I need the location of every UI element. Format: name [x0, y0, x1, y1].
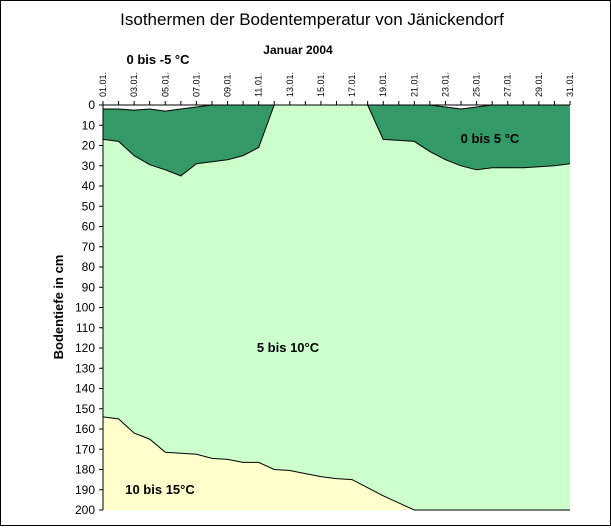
x-tick-label: 13.01.	[285, 72, 295, 97]
y-tick-label: 130	[75, 361, 95, 375]
y-tick-label: 30	[82, 159, 96, 173]
zone-areas	[102, 104, 571, 511]
x-tick-label: 09.01.	[223, 72, 233, 97]
y-tick-label: 190	[75, 483, 95, 497]
chart-title: Isothermen der Bodentemperatur von Jänic…	[120, 10, 504, 29]
x-axis-ticks: 01.01. 03.01. 05.01. 07.01. 09.01. 11.01. 13.0…	[98, 72, 575, 105]
y-tick-label: 100	[75, 301, 95, 315]
y-tick-label: 50	[82, 199, 96, 213]
x-tick-label: 27.01.	[503, 72, 513, 97]
x-tick-label: 29.01.	[534, 72, 544, 97]
x-tick-label: 05.01.	[160, 72, 170, 97]
zone-label: 5 bis 10°C	[257, 340, 320, 355]
zone-labels: 0 bis -5 °C 0 bis 5 °C 5 bis 10°C 10 bis 15…	[125, 52, 520, 497]
y-tick-label: 80	[82, 260, 96, 274]
y-axis-ticks: 0 10 20 30 40 50 60 70 80 90 100 110 120 130 140 150 160…	[75, 98, 103, 517]
x-tick-label: 31.01.	[565, 72, 575, 97]
x-tick-label: 23.01.	[441, 72, 451, 97]
y-tick-label: 10	[82, 118, 96, 132]
y-tick-label: 20	[82, 139, 96, 153]
x-tick-label: 07.01.	[191, 72, 201, 97]
x-tick-label: 11.01.	[254, 73, 264, 97]
zone-area-1	[103, 105, 570, 176]
y-tick-label: 40	[82, 179, 96, 193]
y-tick-label: 90	[82, 280, 96, 294]
isotherm-line-isotherm_10c	[102, 416, 570, 511]
y-tick-label: 70	[82, 240, 96, 254]
zone-area-2	[103, 105, 570, 510]
zone-label: 0 bis 5 °C	[461, 131, 520, 146]
zone-label: 10 bis 15°C	[125, 482, 195, 497]
y-tick-label: 200	[75, 503, 95, 517]
x-tick-label: 01.01.	[98, 72, 108, 97]
y-tick-label: 150	[75, 402, 95, 416]
y-tick-label: 170	[75, 442, 95, 456]
x-tick-label: 15.01.	[316, 72, 326, 97]
chart-subtitle: Januar 2004	[263, 43, 333, 57]
y-tick-label: 110	[76, 321, 95, 335]
x-tick-label: 03.01.	[129, 72, 139, 97]
y-tick-label: 60	[82, 220, 96, 234]
y-tick-label: 140	[75, 382, 95, 396]
zone-label: 0 bis -5 °C	[127, 52, 191, 67]
x-tick-label: 25.01.	[472, 72, 482, 97]
y-tick-label: 180	[75, 463, 95, 477]
x-tick-label: 17.01.	[347, 72, 357, 97]
x-tick-label: 19.01.	[378, 72, 388, 97]
y-axis-label: Bodentiefe in cm	[51, 255, 66, 360]
y-tick-label: 160	[75, 422, 95, 436]
x-tick-label: 21.01.	[409, 72, 419, 97]
zone-area-0	[103, 105, 570, 112]
zone-area-3	[103, 416, 570, 510]
y-tick-label: 120	[75, 341, 95, 355]
y-tick-label: 0	[88, 98, 95, 112]
